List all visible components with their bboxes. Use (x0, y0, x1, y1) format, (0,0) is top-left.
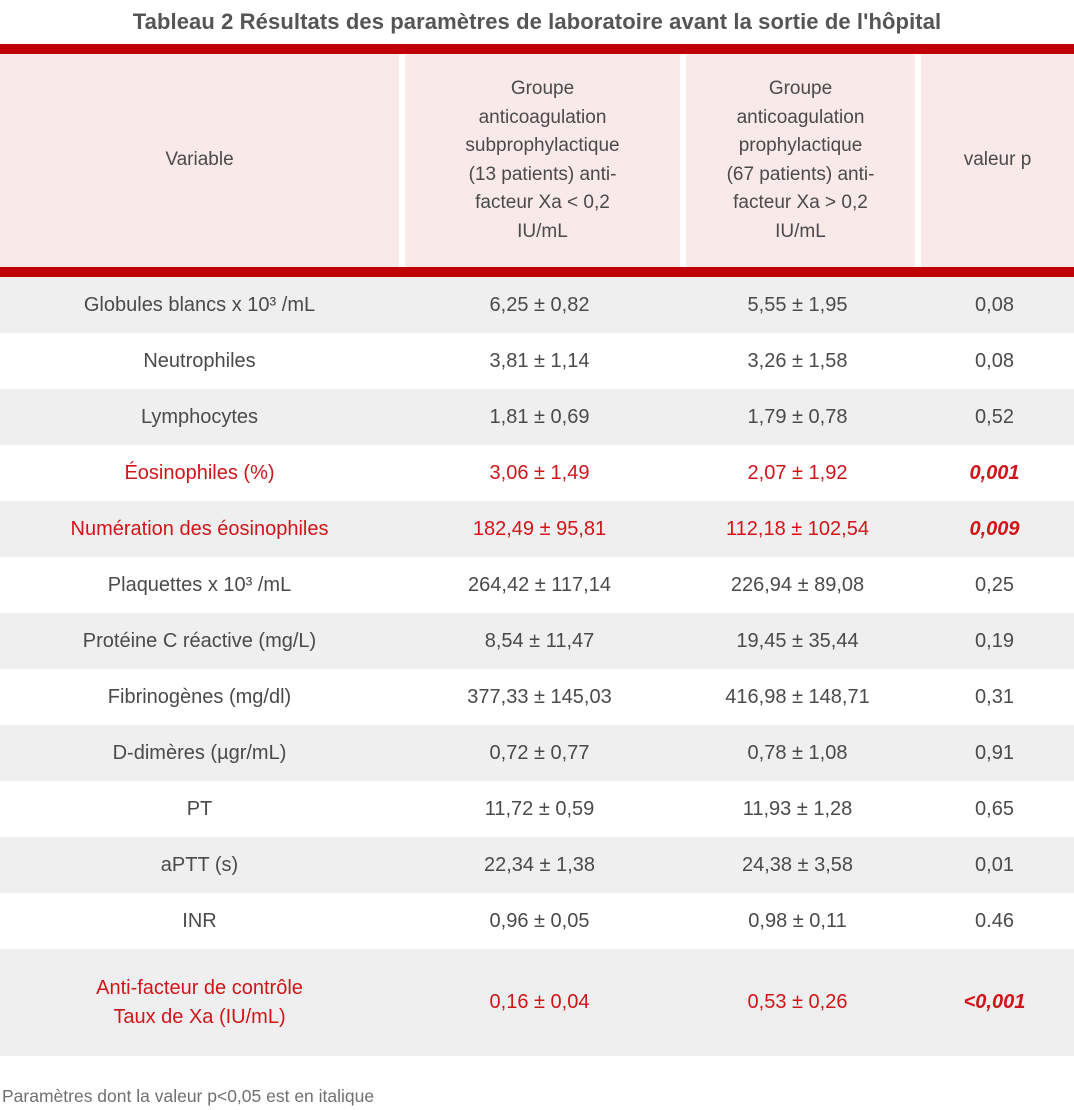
table-row-globules-blancs: Globules blancs x 10³ /mL 6,25 ± 0,82 5,… (0, 277, 1074, 333)
subprophylactique-value-cell: 377,33 ± 145,03 (467, 685, 612, 708)
p-value-cell: 0,31 (975, 685, 1014, 708)
subprophylactique-value-cell: 3,81 ± 1,14 (489, 349, 590, 372)
variable-cell: Protéine C réactive (mg/L) (82, 629, 317, 652)
column-header-group-prophylactique-label: Groupe anticoagulation prophylactique (6… (726, 78, 875, 242)
table-row-proteine-c-reactive: Protéine C réactive (mg/L) 8,54 ± 11,47 … (0, 613, 1074, 669)
column-header-variable: Variable (0, 54, 399, 267)
footnote: Paramètres dont la valeur p<0,05 est en … (2, 1086, 375, 1106)
subprophylactique-value-cell: 6,25 ± 0,82 (489, 293, 590, 316)
p-value-cell: 0,65 (975, 797, 1014, 820)
p-value-cell: 0,01 (975, 853, 1014, 876)
prophylactique-value-cell: 0,98 ± 0,11 (748, 909, 847, 932)
table-row-d-dimeres: D-dimères (µgr/mL) 0,72 ± 0,77 0,78 ± 1,… (0, 725, 1074, 781)
p-value-cell: 0,25 (975, 573, 1014, 596)
column-header-group-prophylactique: Groupe anticoagulation prophylactique (6… (680, 54, 915, 267)
prophylactique-value-cell: 24,38 ± 3,58 (741, 853, 854, 876)
subprophylactique-value-cell: 0,96 ± 0,05 (489, 909, 590, 932)
variable-cell: Anti-facteur de contrôle Taux de Xa (IU/… (96, 976, 303, 1028)
table-row-fibrinogenes: Fibrinogènes (mg/dl) 377,33 ± 145,03 416… (0, 669, 1074, 725)
table-row-numeration-eosinophiles: Numération des éosinophiles 182,49 ± 95,… (0, 501, 1074, 557)
subprophylactique-value-cell: 264,42 ± 117,14 (468, 573, 611, 596)
prophylactique-value-cell: 11,93 ± 1,28 (742, 797, 853, 820)
table-row-pt: PT 11,72 ± 0,59 11,93 ± 1,28 0,65 (0, 781, 1074, 837)
subprophylactique-value-cell: 8,54 ± 11,47 (484, 629, 595, 652)
p-value-cell: 0,52 (975, 405, 1014, 428)
p-value-cell: 0,009 (969, 517, 1020, 540)
subprophylactique-value-cell: 0,72 ± 0,77 (489, 741, 590, 764)
variable-cell: Numération des éosinophiles (70, 517, 329, 540)
prophylactique-value-cell: 416,98 ± 148,71 (725, 685, 870, 708)
variable-cell: D-dimères (µgr/mL) (112, 741, 287, 764)
variable-cell: Lymphocytes (140, 405, 259, 428)
table-row-anti-facteur-xa: Anti-facteur de contrôle Taux de Xa (IU/… (0, 949, 1074, 1056)
column-header-group-subprophylactique: Groupe anticoagulation subprophylactique… (399, 54, 680, 267)
prophylactique-value-cell: 5,55 ± 1,95 (747, 293, 848, 316)
prophylactique-value-cell: 0,53 ± 0,26 (747, 991, 848, 1013)
variable-cell: Neutrophiles (143, 349, 256, 372)
prophylactique-value-cell: 19,45 ± 35,44 (736, 629, 859, 652)
subprophylactique-value-cell: 182,49 ± 95,81 (472, 517, 607, 540)
table-row-inr: INR 0,96 ± 0,05 0,98 ± 0,11 0.46 (0, 893, 1074, 949)
column-header-group-subprophylactique-label: Groupe anticoagulation subprophylactique… (465, 78, 620, 242)
table-row-eosinophiles-pct: Éosinophiles (%) 3,06 ± 1,49 2,07 ± 1,92… (0, 445, 1074, 501)
p-value-cell: 0,08 (975, 293, 1014, 316)
subprophylactique-value-cell: 11,72 ± 0,59 (484, 797, 595, 820)
column-header-valeur-p: valeur p (915, 54, 1074, 267)
variable-cell: INR (182, 909, 217, 932)
p-value-cell: 0,001 (969, 461, 1020, 484)
prophylactique-value-cell: 2,07 ± 1,92 (747, 461, 848, 484)
p-value-cell: <0,001 (963, 991, 1026, 1013)
prophylactique-value-cell: 3,26 ± 1,58 (747, 349, 848, 372)
subprophylactique-value-cell: 3,06 ± 1,49 (489, 461, 590, 484)
subprophylactique-value-cell: 22,34 ± 1,38 (483, 853, 596, 876)
prophylactique-value-cell: 112,18 ± 102,54 (726, 517, 869, 540)
variable-cell: aPTT (s) (160, 853, 239, 876)
table-row-plaquettes: Plaquettes x 10³ /mL 264,42 ± 117,14 226… (0, 557, 1074, 613)
prophylactique-value-cell: 0,78 ± 1,08 (747, 741, 848, 764)
p-value-cell: 0,19 (975, 629, 1014, 652)
p-value-cell: 0,08 (975, 349, 1014, 372)
variable-cell: PT (186, 797, 213, 820)
header-rule (0, 267, 1074, 277)
variable-cell: Globules blancs x 10³ /mL (83, 293, 316, 316)
prophylactique-value-cell: 1,79 ± 0,78 (747, 405, 848, 428)
variable-cell: Éosinophiles (%) (124, 461, 275, 484)
subprophylactique-value-cell: 0,16 ± 0,04 (489, 991, 590, 1013)
variable-cell: Plaquettes x 10³ /mL (107, 573, 292, 596)
prophylactique-value-cell: 226,94 ± 89,08 (730, 573, 865, 596)
p-value-cell: 0,91 (975, 741, 1014, 764)
table-row-neutrophiles: Neutrophiles 3,81 ± 1,14 3,26 ± 1,58 0,0… (0, 333, 1074, 389)
variable-cell: Fibrinogènes (mg/dl) (107, 685, 292, 708)
table-header-row: Variable Groupe anticoagulation subproph… (0, 54, 1074, 267)
table-row-lymphocytes: Lymphocytes 1,81 ± 0,69 1,79 ± 0,78 0,52 (0, 389, 1074, 445)
p-value-cell: 0.46 (975, 909, 1014, 932)
subprophylactique-value-cell: 1,81 ± 0,69 (489, 405, 590, 428)
top-rule (0, 44, 1074, 54)
table-row-aptt: aPTT (s) 22,34 ± 1,38 24,38 ± 3,58 0,01 (0, 837, 1074, 893)
table-title: Tableau 2 Résultats des paramètres de la… (132, 9, 942, 34)
